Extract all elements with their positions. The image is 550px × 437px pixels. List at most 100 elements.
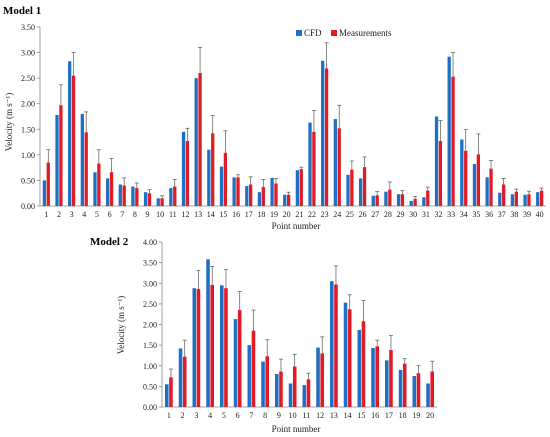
cfd-bar [396,194,401,206]
measurement-bar [489,168,493,206]
x-tick-label: 2 [181,411,185,420]
measurement-bar [400,194,405,206]
x-tick-label: 11 [169,210,177,219]
cfd-bar [93,172,97,206]
x-tick-label: 19 [412,411,420,420]
cfd-bar [510,194,515,206]
cfd-bar [460,139,464,206]
y-tick-label: 3.50 [21,23,35,32]
x-tick-label: 20 [426,411,434,420]
measurement-bar [169,377,173,407]
cfd-bar [485,177,489,206]
y-tick-label: 2.00 [21,100,35,109]
chart1-title: Model 1 [3,5,41,17]
measurement-bar [59,105,63,206]
measurement-bar [122,185,126,206]
measurement-bar [430,371,434,407]
measurement-bar [426,190,430,206]
measurement-bar [320,353,324,407]
legend-measurements-swatch [331,30,337,36]
x-tick-label: 17 [385,411,393,420]
measurement-bar [274,183,278,206]
cfd-bar [316,347,320,407]
cfd-bar [206,259,210,407]
cfd-bar [194,78,198,206]
x-tick-label: 13 [330,411,338,420]
x-tick-label: 25 [346,210,354,219]
chart1-y-tick-labels: 0.00 0.50 1.00 1.50 2.00 2.50 3.00 3.50 [21,23,35,211]
measurement-bar [476,154,481,206]
x-tick-label: 6 [108,210,112,219]
measurement-bar [97,163,101,206]
cfd-bar [308,122,312,206]
measurement-bar [306,379,311,407]
cfd-bar [426,383,430,407]
measurement-bar [324,68,329,206]
x-tick-label: 12 [316,411,324,420]
y-tick-label: 1.50 [143,341,157,350]
cfd-bar [447,56,451,206]
measurement-bar [334,284,338,407]
x-tick-label: 30 [409,210,417,219]
cfd-bar [68,61,72,206]
measurement-bar [135,188,139,206]
cfd-bar [232,177,236,206]
chart1-x-tick-labels: 1 2 3 4 5 6 7 8 9 10 11 12 13 14 15 16 17 18 19 20 21 22 23 24 2… [44,210,543,219]
x-tick-label: 5 [95,210,99,219]
y-tick-label: 3.00 [21,49,35,58]
cfd-bar [261,361,265,407]
cfd-bar [275,374,279,407]
measurement-bar [249,184,253,206]
x-tick-label: 7 [120,210,124,219]
measurement-bar [286,194,291,206]
measurement-bar [265,356,269,407]
x-tick-label: 27 [371,210,379,219]
chart2-x-tick-labels: 1 2 3 4 5 6 7 8 9 10 11 12 13 14 15 16 17 18 19 20 [167,411,434,420]
x-tick-label: 22 [308,210,316,219]
measurement-bar [337,128,341,206]
measurement-bar [416,373,421,407]
cfd-bar [169,188,173,206]
measurement-bar [160,198,164,206]
y-tick-label: 2.00 [143,321,157,330]
measurement-bar [375,346,379,407]
measurement-bar [402,363,407,407]
measurement-bar [211,133,215,206]
cfd-bar [333,119,337,206]
cfd-bar [192,288,197,407]
measurement-bar [299,169,303,206]
x-tick-label: 19 [270,210,278,219]
legend-cfd-label: CFD [304,28,322,38]
cfd-bar [55,114,59,206]
cfd-bar [523,194,527,206]
x-tick-label: 1 [44,210,48,219]
measurement-bar [413,198,417,206]
measurement-bar [438,141,443,206]
cfd-bar [536,192,540,206]
cfd-bar [181,131,186,206]
x-tick-label: 29 [397,210,405,219]
y-tick-label: 1.00 [143,362,157,371]
cfd-bar [143,192,148,206]
x-tick-label: 21 [295,210,303,219]
measurement-bar [46,162,50,206]
cfd-bar [330,281,334,407]
y-tick-label: 4.00 [143,238,157,247]
x-tick-label: 3 [194,411,198,420]
cfd-bar [371,348,375,407]
chart2-y-tick-labels: 0.00 0.50 1.00 1.50 2.00 2.50 3.00 3.50 4.00 [143,238,157,412]
x-tick-label: 13 [194,210,202,219]
x-tick-label: 3 [70,210,74,219]
x-tick-label: 17 [245,210,253,219]
cfd-bar [472,164,477,206]
y-tick-label: 2.50 [143,300,157,309]
chart2-x-axis-title: Point number [272,424,321,434]
y-tick-label: 0.50 [21,176,35,185]
cfd-bar [343,302,348,407]
measurement-bar [347,309,352,407]
cfd-bar [321,60,325,206]
cfd-bar [257,192,262,206]
measurement-bar [502,184,506,206]
x-tick-label: 10 [289,411,297,420]
